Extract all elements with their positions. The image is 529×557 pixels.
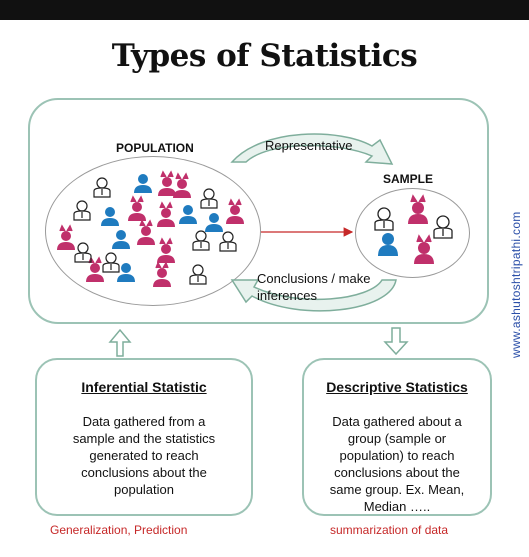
- sample-ellipse: [355, 188, 470, 278]
- sample-figures: [374, 194, 453, 264]
- watermark: www.ashutoshtripathi.com: [507, 211, 523, 360]
- person-tie-icon: [73, 200, 91, 221]
- person-icon: [101, 207, 119, 226]
- representative-label: Representative: [265, 138, 353, 153]
- person-horned-icon: [173, 172, 191, 198]
- person-horned-icon: [408, 194, 428, 224]
- person-horned-icon: [153, 261, 171, 287]
- person-horned-icon: [226, 198, 244, 224]
- person-tie-icon: [192, 230, 210, 251]
- up-arrow-icon: [108, 328, 132, 357]
- down-arrow-icon: [383, 327, 409, 356]
- person-tie-icon: [102, 252, 120, 273]
- population-sample-panel: [28, 98, 489, 324]
- sample-label: SAMPLE: [383, 172, 434, 186]
- person-tie-icon: [374, 207, 394, 231]
- person-horned-icon: [137, 219, 155, 245]
- conclusions-label-line1: Conclusions / make: [257, 271, 371, 286]
- inferential-heading: Inferential Statistic: [81, 379, 207, 395]
- person-tie-icon: [219, 231, 237, 252]
- person-horned-icon: [157, 237, 175, 263]
- person-icon: [112, 230, 130, 249]
- page-title: Types of Statistics: [111, 38, 418, 74]
- person-horned-icon: [57, 224, 75, 250]
- descriptive-box: Descriptive Statistics Data gathered abo…: [302, 358, 492, 516]
- person-horned-icon: [158, 170, 176, 196]
- top-bar: [0, 0, 529, 20]
- descriptive-body: Data gathered about a group (sample or p…: [329, 414, 465, 514]
- conclusions-label-line2: inferences: [257, 288, 317, 303]
- population-ellipse: [45, 156, 261, 306]
- conclusions-arrow: [230, 279, 397, 312]
- person-horned-icon: [128, 195, 146, 221]
- population-figures: [57, 170, 244, 287]
- descriptive-heading: Descriptive Statistics: [326, 379, 468, 395]
- person-icon: [179, 205, 197, 224]
- person-horned-icon: [414, 234, 434, 264]
- person-icon: [134, 174, 152, 193]
- person-tie-icon: [93, 177, 111, 198]
- person-horned-icon: [86, 256, 104, 282]
- person-icon: [205, 213, 223, 232]
- inferential-body: Data gathered from a sample and the stat…: [72, 414, 216, 497]
- person-icon: [378, 233, 398, 256]
- person-horned-icon: [157, 201, 175, 227]
- person-icon: [117, 263, 135, 282]
- inferential-box: Inferential Statistic Data gathered from…: [35, 358, 253, 516]
- person-tie-icon: [189, 264, 207, 285]
- person-tie-icon: [433, 215, 453, 239]
- representative-arrow: [230, 133, 394, 165]
- watermark-text: www.ashutoshtripathi.com: [509, 211, 523, 358]
- inferential-caption: Generalization, Prediction: [50, 523, 188, 537]
- person-tie-icon: [74, 242, 92, 263]
- descriptive-caption: summarization of data: [330, 523, 449, 537]
- population-label: POPULATION: [116, 141, 194, 155]
- person-tie-icon: [200, 188, 218, 209]
